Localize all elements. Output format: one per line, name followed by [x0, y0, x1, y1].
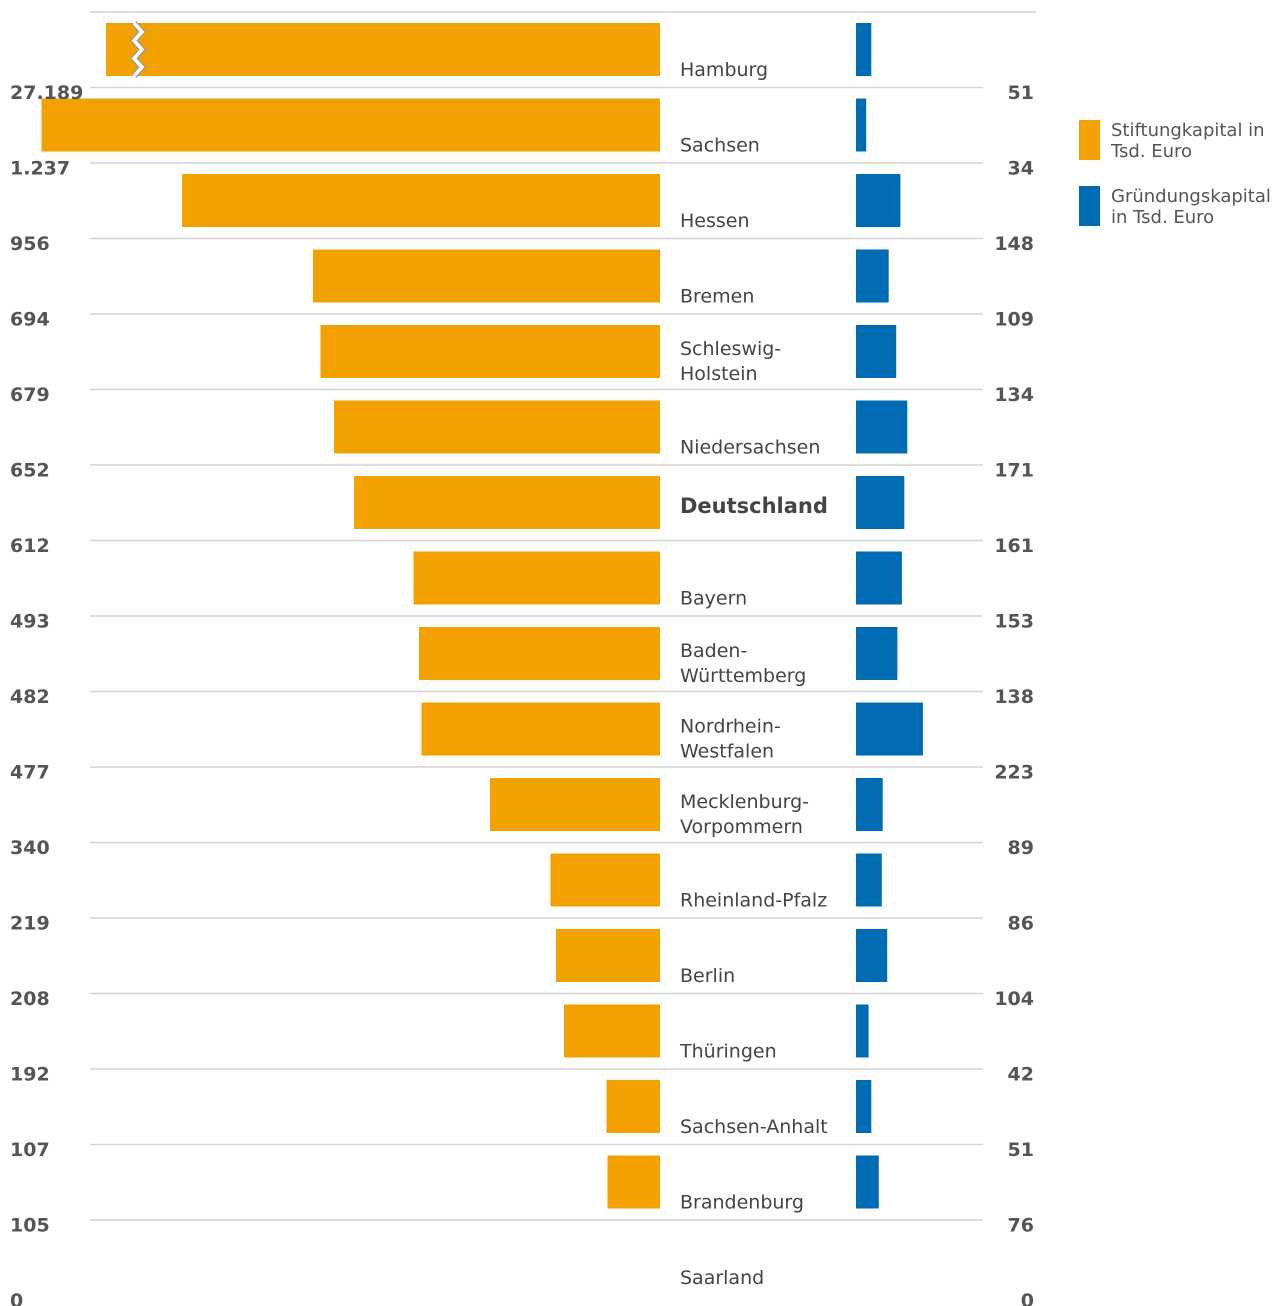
bar-gruendungskapital-bayern: [856, 551, 902, 605]
category-label-rheinland-pfalz: Rheinland-Pfalz: [680, 890, 827, 912]
legend: Stiftungkapital in Tsd. Euro Gründungskapi…: [1079, 120, 1271, 228]
bar-gruendungskapital-thueringen: [856, 1004, 869, 1058]
value-label-gruendungskapital-nordrhein-westfalen: 223: [994, 762, 1034, 784]
category-label-schleswig-holstein: Schleswig-Holstein: [680, 338, 781, 385]
value-label-gruendungskapital-baden-wuerttemberg: 138: [994, 686, 1034, 708]
bar-gruendungskapital-rheinland-pfalz: [856, 853, 882, 907]
bar-stiftungskapital-sachsen-anhalt: [606, 1080, 660, 1133]
bar-stiftungskapital-mecklenburg-vorpommern: [490, 778, 660, 831]
value-label-gruendungskapital-brandenburg: 76: [1008, 1215, 1034, 1237]
value-label-gruendungskapital-niedersachsen: 171: [994, 460, 1034, 482]
bar-stiftungskapital-nordrhein-westfalen: [421, 702, 660, 756]
legend-label-gruendungskapital-in-tsd-euro: Gründungskapital in Tsd. Euro: [1111, 186, 1271, 228]
category-label-brandenburg: Brandenburg: [680, 1192, 804, 1214]
value-label-stiftungskapital-thueringen: 192: [10, 1064, 50, 1086]
value-label-stiftungskapital-baden-wuerttemberg: 482: [10, 686, 50, 708]
value-label-gruendungskapital-mecklenburg-vorpommern: 89: [1008, 837, 1034, 859]
category-label-berlin: Berlin: [680, 965, 735, 987]
value-label-stiftungskapital-brandenburg: 105: [10, 1215, 50, 1237]
value-label-gruendungskapital-saarland: 0: [1021, 1290, 1034, 1306]
value-label-gruendungskapital-hamburg: 51: [1008, 82, 1034, 104]
value-label-stiftungskapital-niedersachsen: 652: [10, 460, 50, 482]
bar-gruendungskapital-niedersachsen: [856, 400, 908, 454]
value-label-stiftungskapital-bremen: 694: [10, 309, 50, 331]
bar-stiftungskapital-niedersachsen: [334, 400, 660, 454]
bar-stiftungskapital-bayern: [413, 551, 660, 605]
category-label-deutschland: Deutschland: [680, 494, 828, 518]
value-label-stiftungskapital-deutschland: 612: [10, 535, 50, 557]
category-label-sachsen-anhalt: Sachsen-Anhalt: [680, 1116, 828, 1138]
value-label-stiftungskapital-bayern: 493: [10, 611, 50, 633]
value-label-stiftungskapital-schleswig-holstein: 679: [10, 384, 50, 406]
category-label-baden-wuerttemberg: Baden-Württemberg: [680, 640, 806, 687]
value-label-stiftungskapital-nordrhein-westfalen: 477: [10, 762, 50, 784]
left-value-labels: 27.189 1.237 956 694 679 652 612 493 482 477 340 21…: [10, 82, 83, 1306]
bar-gruendungskapital-baden-wuerttemberg: [856, 627, 898, 680]
bar-stiftungskapital-bremen: [313, 249, 660, 303]
value-label-gruendungskapital-deutschland: 161: [994, 535, 1034, 557]
bar-gruendungskapital-sachsen-anhalt: [856, 1080, 872, 1133]
bar-stiftungskapital-berlin: [556, 929, 660, 982]
value-label-stiftungskapital-rheinland-pfalz: 219: [10, 913, 50, 935]
category-label-saarland: Saarland: [680, 1267, 764, 1289]
left-series-bars: [41, 23, 660, 1209]
legend-label-stiftungkapital-in-tsd-euro: Stiftungkapital in Tsd. Euro: [1110, 120, 1265, 162]
bar-stiftungskapital-hessen: [182, 174, 660, 227]
bar-gruendungskapital-hessen: [856, 174, 901, 227]
value-label-gruendungskapital-thueringen: 42: [1008, 1064, 1034, 1086]
bar-stiftungskapital-brandenburg: [607, 1155, 660, 1209]
bar-stiftungskapital-schleswig-holstein: [320, 325, 660, 378]
category-label-hessen: Hessen: [680, 210, 750, 232]
bar-stiftungskapital-sachsen: [41, 98, 660, 152]
value-label-gruendungskapital-bayern: 153: [994, 611, 1034, 633]
bar-gruendungskapital-deutschland: [856, 476, 905, 529]
bar-gruendungskapital-berlin: [856, 929, 888, 982]
bar-gruendungskapital-mecklenburg-vorpommern: [856, 778, 883, 831]
bar-gruendungskapital-brandenburg: [856, 1155, 879, 1209]
value-label-gruendungskapital-sachsen-anhalt: 51: [1008, 1139, 1034, 1161]
value-label-stiftungskapital-berlin: 208: [10, 988, 50, 1010]
row-separators: [90, 11, 1036, 1221]
category-label-bayern: Bayern: [680, 588, 747, 610]
category-label-mecklenburg-vorpommern: Mecklenburg-Vorpommern: [680, 791, 809, 838]
bar-gruendungskapital-bremen: [856, 249, 889, 303]
value-label-stiftungskapital-sachsen-anhalt: 107: [10, 1139, 50, 1161]
right-series-bars: [856, 23, 923, 1209]
value-label-gruendungskapital-hessen: 148: [994, 233, 1034, 255]
value-label-stiftungskapital-saarland: 0: [10, 1290, 23, 1306]
value-label-stiftungskapital-hamburg: 27.189: [10, 82, 83, 104]
bar-stiftungskapital-deutschland: [354, 476, 660, 529]
bar-gruendungskapital-schleswig-holstein: [856, 325, 897, 378]
value-label-gruendungskapital-berlin: 104: [994, 988, 1034, 1010]
category-label-nordrhein-westfalen: Nordrhein-Westfalen: [680, 716, 781, 763]
value-label-stiftungskapital-sachsen: 1.237: [10, 158, 70, 180]
value-label-gruendungskapital-schleswig-holstein: 134: [994, 384, 1034, 406]
bar-gruendungskapital-sachsen: [856, 98, 867, 152]
axis-break-marker: [129, 20, 147, 79]
bar-stiftungskapital-hamburg: [106, 23, 660, 76]
category-label-thueringen: Thüringen: [679, 1041, 777, 1063]
value-label-gruendungskapital-bremen: 109: [994, 309, 1034, 331]
bar-gruendungskapital-nordrhein-westfalen: [856, 702, 923, 756]
right-value-labels: 51 34 148 109 134 171 161 153 138 223 89 86 104 42 51 7…: [994, 82, 1034, 1306]
value-label-gruendungskapital-sachsen: 34: [1008, 158, 1034, 180]
value-label-stiftungskapital-hessen: 956: [10, 233, 50, 255]
bar-stiftungskapital-thueringen: [564, 1004, 660, 1058]
category-label-bremen: Bremen: [680, 286, 754, 308]
category-label-sachsen: Sachsen: [680, 135, 760, 157]
bar-stiftungskapital-baden-wuerttemberg: [419, 627, 660, 680]
legend-swatch-gruendungskapital-in-tsd-euro: [1079, 186, 1100, 226]
bar-stiftungskapital-rheinland-pfalz: [550, 853, 660, 907]
legend-swatch-stiftungkapital-in-tsd-euro: [1079, 120, 1100, 160]
axis-break-icon: [131, 21, 145, 78]
category-label-hamburg: Hamburg: [680, 59, 768, 81]
category-labels: Hamburg Sachsen Hessen Bremen Schleswig-Hols…: [679, 59, 828, 1289]
bar-gruendungskapital-hamburg: [856, 23, 872, 76]
value-label-gruendungskapital-rheinland-pfalz: 86: [1008, 913, 1034, 935]
value-label-stiftungskapital-mecklenburg-vorpommern: 340: [10, 837, 50, 859]
category-label-niedersachsen: Niedersachsen: [680, 437, 820, 459]
